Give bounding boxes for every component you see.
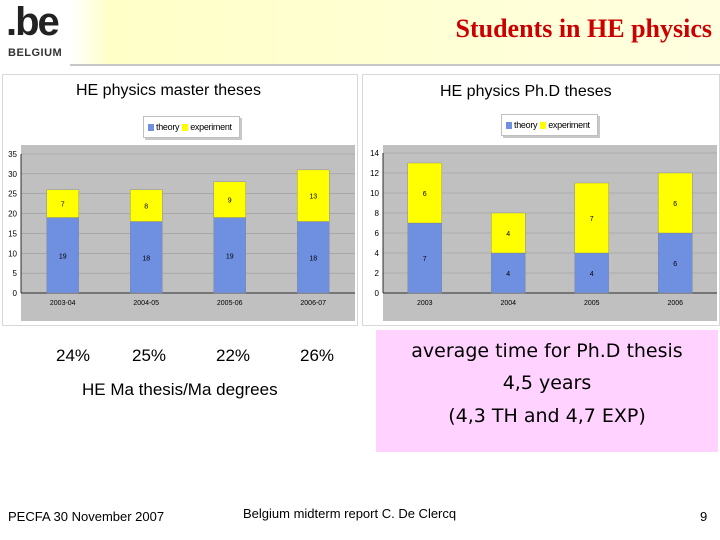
legend-theory-label: theory — [514, 120, 538, 130]
bar-value-label: 4 — [506, 271, 510, 278]
bar-experiment — [407, 162, 442, 224]
bar-theory — [213, 217, 246, 294]
bar-experiment — [46, 189, 79, 218]
y-tick-label: 8 — [375, 209, 380, 218]
slide-title: Students in HE physics — [455, 14, 712, 43]
bar-theory — [407, 222, 442, 294]
bar-value-label: 18 — [142, 255, 150, 262]
phd-chart-title: HE physics Ph.D theses — [440, 83, 612, 100]
phd-info-line-1: average time for Ph.D thesis — [411, 340, 683, 362]
bar-experiment — [658, 172, 693, 234]
bar-value-label: 7 — [423, 256, 427, 263]
phd-theses-chart: 0 2 4 6 8 10 12 14 7 6 2003 4 4 2004 4 7 2005 6 6 2006 — [370, 145, 717, 321]
y-tick-label: 2 — [375, 269, 380, 278]
bar-experiment — [297, 169, 330, 222]
bar-experiment — [491, 212, 526, 254]
phd-info-line-2: 4,5 years — [502, 372, 592, 394]
bar-value-label: 4 — [590, 271, 594, 278]
y-tick-label: 0 — [375, 289, 380, 298]
ratio-2006-07: 26% — [300, 346, 335, 365]
bar-value-label: 13 — [309, 194, 317, 201]
y-tick-label: 10 — [370, 189, 379, 198]
x-tick-label: 2003-04 — [50, 300, 76, 307]
bar-value-label: 7 — [590, 216, 594, 223]
x-tick-label: 2005-06 — [217, 300, 243, 307]
master-chart-title: HE physics master theses — [76, 82, 261, 99]
legend-theory-swatch — [506, 121, 512, 129]
y-tick-label: 20 — [8, 210, 17, 219]
bar-value-label: 19 — [226, 253, 234, 260]
y-tick-label: 25 — [8, 190, 17, 199]
page-number: 9 — [700, 509, 708, 524]
ratio-2004-05: 25% — [132, 346, 167, 365]
y-tick-label: 12 — [370, 169, 379, 178]
x-tick-label: 2004-05 — [133, 300, 159, 307]
legend-experiment-label: experiment — [548, 120, 590, 130]
master-chart-legend: theory experiment — [143, 116, 240, 138]
x-tick-label: 2003 — [417, 300, 433, 307]
x-tick-label: 2006 — [667, 300, 683, 307]
x-tick-label: 2005 — [584, 300, 600, 307]
legend-experiment-swatch — [182, 123, 189, 131]
belgium-logo: .be BELGIUM — [6, 0, 66, 62]
y-tick-label: 10 — [8, 249, 17, 258]
legend-theory-swatch — [148, 123, 154, 131]
y-tick-label: 14 — [370, 149, 379, 158]
bar-value-label: 9 — [228, 198, 232, 205]
ratio-2005-06: 22% — [216, 346, 251, 365]
master-theses-chart: 0 5 10 15 20 25 30 35 19 7 2003-04 18 8 2004-05 19 9 200… — [8, 145, 355, 321]
y-tick-label: 15 — [8, 229, 17, 238]
bar-value-label: 18 — [309, 255, 317, 262]
ratio-2003-04: 24% — [56, 346, 91, 365]
bar-value-label: 6 — [423, 191, 427, 198]
legend-experiment-label: experiment — [190, 122, 232, 132]
master-chart-panel: 0 5 10 15 20 25 30 35 19 7 2003-04 18 8 2004-05 19 9 200… — [2, 74, 358, 326]
bar-theory — [574, 252, 609, 294]
phd-chart-legend: theory experiment — [501, 114, 598, 136]
legend-theory-label: theory — [156, 122, 180, 132]
phd-duration-box: average time for Ph.D thesis 4,5 years (… — [376, 330, 718, 452]
y-tick-label: 4 — [375, 249, 380, 258]
bar-experiment — [213, 181, 246, 218]
footer-event: PECFA 30 November 2007 — [8, 509, 165, 524]
bar-theory — [297, 221, 330, 294]
bar-value-label: 7 — [61, 202, 65, 209]
ratio-caption: HE Ma thesis/Ma degrees — [82, 380, 278, 399]
bar-theory — [491, 252, 526, 294]
bar-experiment — [574, 182, 609, 254]
bar-value-label: 19 — [59, 253, 67, 260]
bar-theory — [46, 217, 79, 294]
header-band — [0, 0, 720, 64]
y-tick-label: 30 — [8, 170, 17, 179]
legend-experiment-swatch — [540, 121, 547, 129]
y-tick-label: 6 — [375, 229, 380, 238]
bar-value-label: 4 — [506, 231, 510, 238]
bar-theory — [658, 232, 693, 294]
bar-experiment — [130, 189, 163, 222]
logo-be-mark: .be — [6, 0, 60, 44]
y-tick-label: 0 — [13, 289, 18, 298]
footer-report: Belgium midterm report C. De Clercq — [243, 506, 457, 521]
phd-chart-panel: 0 2 4 6 8 10 12 14 7 6 2003 4 4 2004 4 7 2005 6 6 2006 — [362, 74, 720, 326]
header-divider — [70, 64, 720, 66]
bar-value-label: 6 — [673, 261, 677, 268]
x-tick-label: 2006-07 — [300, 300, 326, 307]
bar-value-label: 6 — [673, 201, 677, 208]
phd-info-line-3: (4,3 TH and 4,7 EXP) — [448, 405, 646, 427]
x-tick-label: 2004 — [500, 300, 516, 307]
y-tick-label: 35 — [8, 150, 17, 159]
bar-theory — [130, 221, 163, 294]
y-tick-label: 5 — [13, 269, 18, 278]
bar-value-label: 8 — [144, 204, 148, 211]
logo-country: BELGIUM — [8, 47, 63, 59]
